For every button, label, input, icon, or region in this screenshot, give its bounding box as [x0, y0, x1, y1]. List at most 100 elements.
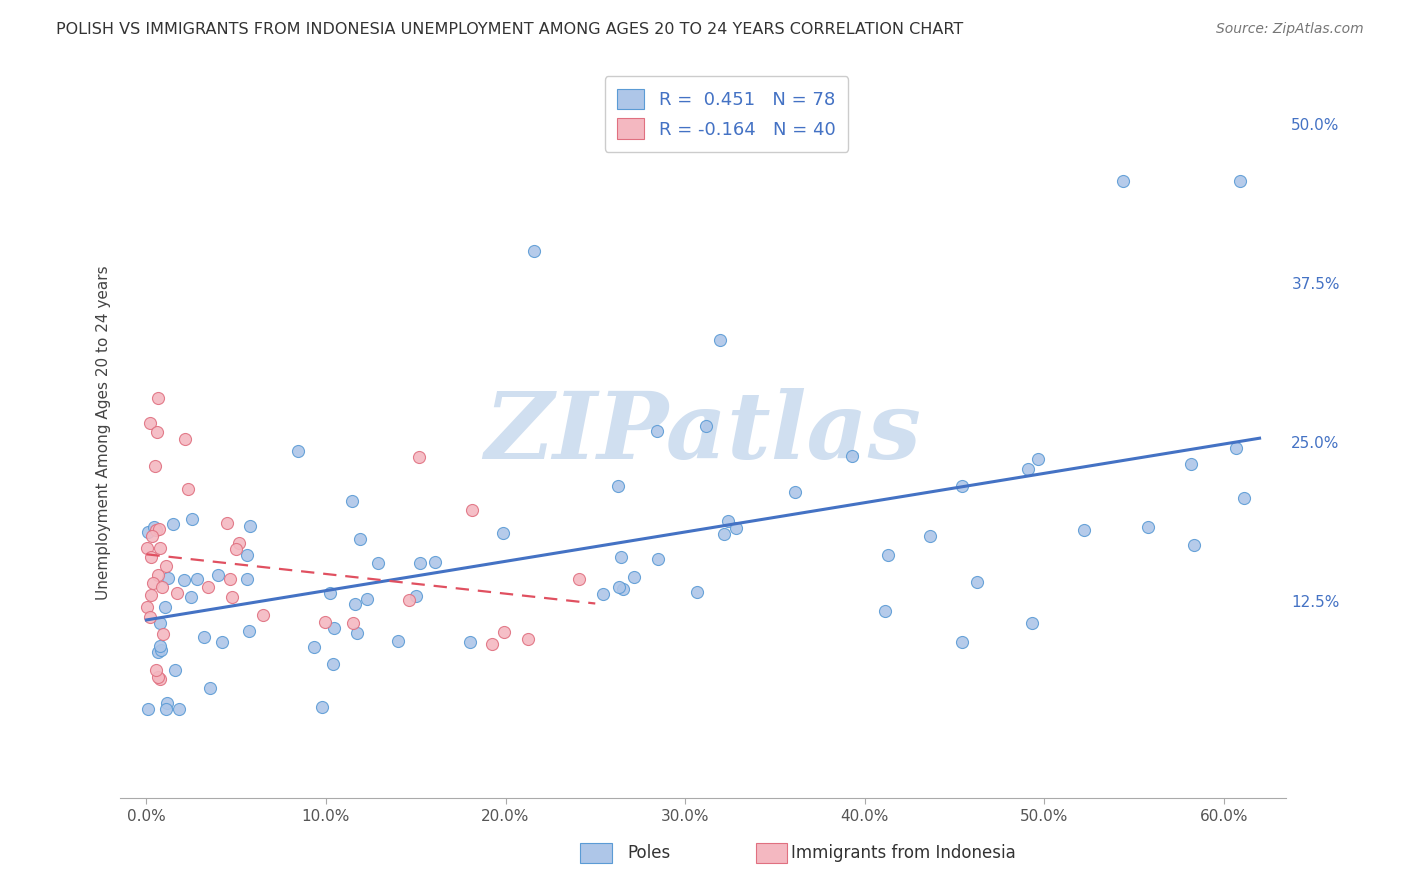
Point: [1229, 174, 1251, 188]
Point: [219, 573, 242, 587]
Point: [966, 575, 988, 590]
Point: [225, 542, 247, 557]
Point: [623, 570, 645, 584]
Point: [211, 635, 233, 649]
Point: [713, 526, 735, 541]
Point: [612, 582, 634, 596]
Point: [494, 624, 516, 639]
Point: [165, 663, 187, 677]
Point: [1182, 538, 1205, 552]
Point: [918, 529, 941, 543]
Point: [252, 607, 274, 622]
Point: [367, 556, 389, 570]
Point: [236, 572, 259, 586]
Point: [1026, 452, 1049, 467]
Point: [148, 567, 170, 582]
Point: [405, 589, 427, 603]
Point: [311, 699, 333, 714]
Point: [138, 702, 160, 716]
Point: [149, 616, 172, 631]
Point: [228, 536, 250, 550]
Point: [167, 702, 190, 716]
Point: [139, 610, 162, 624]
Point: [136, 541, 159, 555]
Point: [408, 450, 430, 464]
Point: [783, 485, 806, 500]
Point: [950, 479, 973, 493]
Point: [236, 548, 259, 562]
Point: [142, 519, 165, 533]
Point: [1021, 616, 1043, 631]
Point: [1073, 523, 1095, 537]
Point: [343, 598, 366, 612]
Text: Source: ZipAtlas.com: Source: ZipAtlas.com: [1216, 22, 1364, 37]
Point: [1180, 457, 1202, 471]
Point: [610, 550, 633, 565]
Point: [221, 590, 243, 604]
Point: [458, 634, 481, 648]
Point: [197, 580, 219, 594]
Text: ZIPatlas: ZIPatlas: [485, 388, 921, 477]
Point: [146, 391, 169, 405]
Point: [950, 635, 973, 649]
Point: [607, 580, 630, 594]
Point: [387, 633, 409, 648]
Legend: R =  0.451   N = 78, R = -0.164   N = 40: R = 0.451 N = 78, R = -0.164 N = 40: [605, 76, 848, 152]
Point: [517, 632, 540, 646]
Point: [717, 514, 740, 528]
Point: [346, 626, 368, 640]
Point: [423, 555, 446, 569]
Point: [606, 478, 628, 492]
Point: [186, 572, 208, 586]
Point: [1137, 519, 1160, 533]
Point: [143, 459, 166, 474]
Point: [724, 521, 747, 535]
Bar: [755, 843, 787, 863]
Point: [156, 696, 179, 710]
Point: [1225, 442, 1247, 456]
Point: [1017, 462, 1039, 476]
Y-axis label: Unemployment Among Ages 20 to 24 years: Unemployment Among Ages 20 to 24 years: [96, 265, 111, 600]
Point: [198, 681, 221, 695]
Point: [342, 615, 364, 630]
Point: [152, 626, 174, 640]
Point: [409, 556, 432, 570]
Point: [695, 418, 717, 433]
Point: [138, 524, 160, 539]
Point: [215, 516, 238, 531]
Point: [647, 551, 669, 566]
Point: [173, 432, 195, 446]
Point: [146, 670, 169, 684]
Point: [155, 702, 177, 716]
Point: [157, 571, 180, 585]
Point: [145, 663, 167, 677]
Point: [162, 517, 184, 532]
Point: [145, 523, 167, 537]
Point: [1112, 174, 1135, 188]
Point: [155, 558, 177, 573]
Point: [492, 525, 515, 540]
Point: [149, 673, 172, 687]
Text: POLISH VS IMMIGRANTS FROM INDONESIA UNEMPLOYMENT AMONG AGES 20 TO 24 YEARS CORRE: POLISH VS IMMIGRANTS FROM INDONESIA UNEM…: [56, 22, 963, 37]
Point: [239, 519, 262, 533]
Point: [523, 244, 546, 259]
Point: [180, 590, 202, 604]
Point: [349, 532, 371, 546]
Point: [148, 645, 170, 659]
Point: [686, 585, 709, 599]
Point: [709, 334, 731, 348]
Point: [139, 588, 162, 602]
Text: Poles: Poles: [627, 844, 671, 863]
Point: [302, 640, 325, 654]
Point: [142, 576, 165, 591]
Point: [149, 639, 172, 653]
Point: [568, 572, 591, 586]
Point: [322, 657, 344, 672]
Point: [592, 587, 614, 601]
Point: [323, 621, 346, 635]
Point: [141, 529, 163, 543]
Point: [398, 593, 420, 607]
Point: [319, 586, 342, 600]
Point: [173, 573, 195, 587]
Point: [481, 637, 503, 651]
